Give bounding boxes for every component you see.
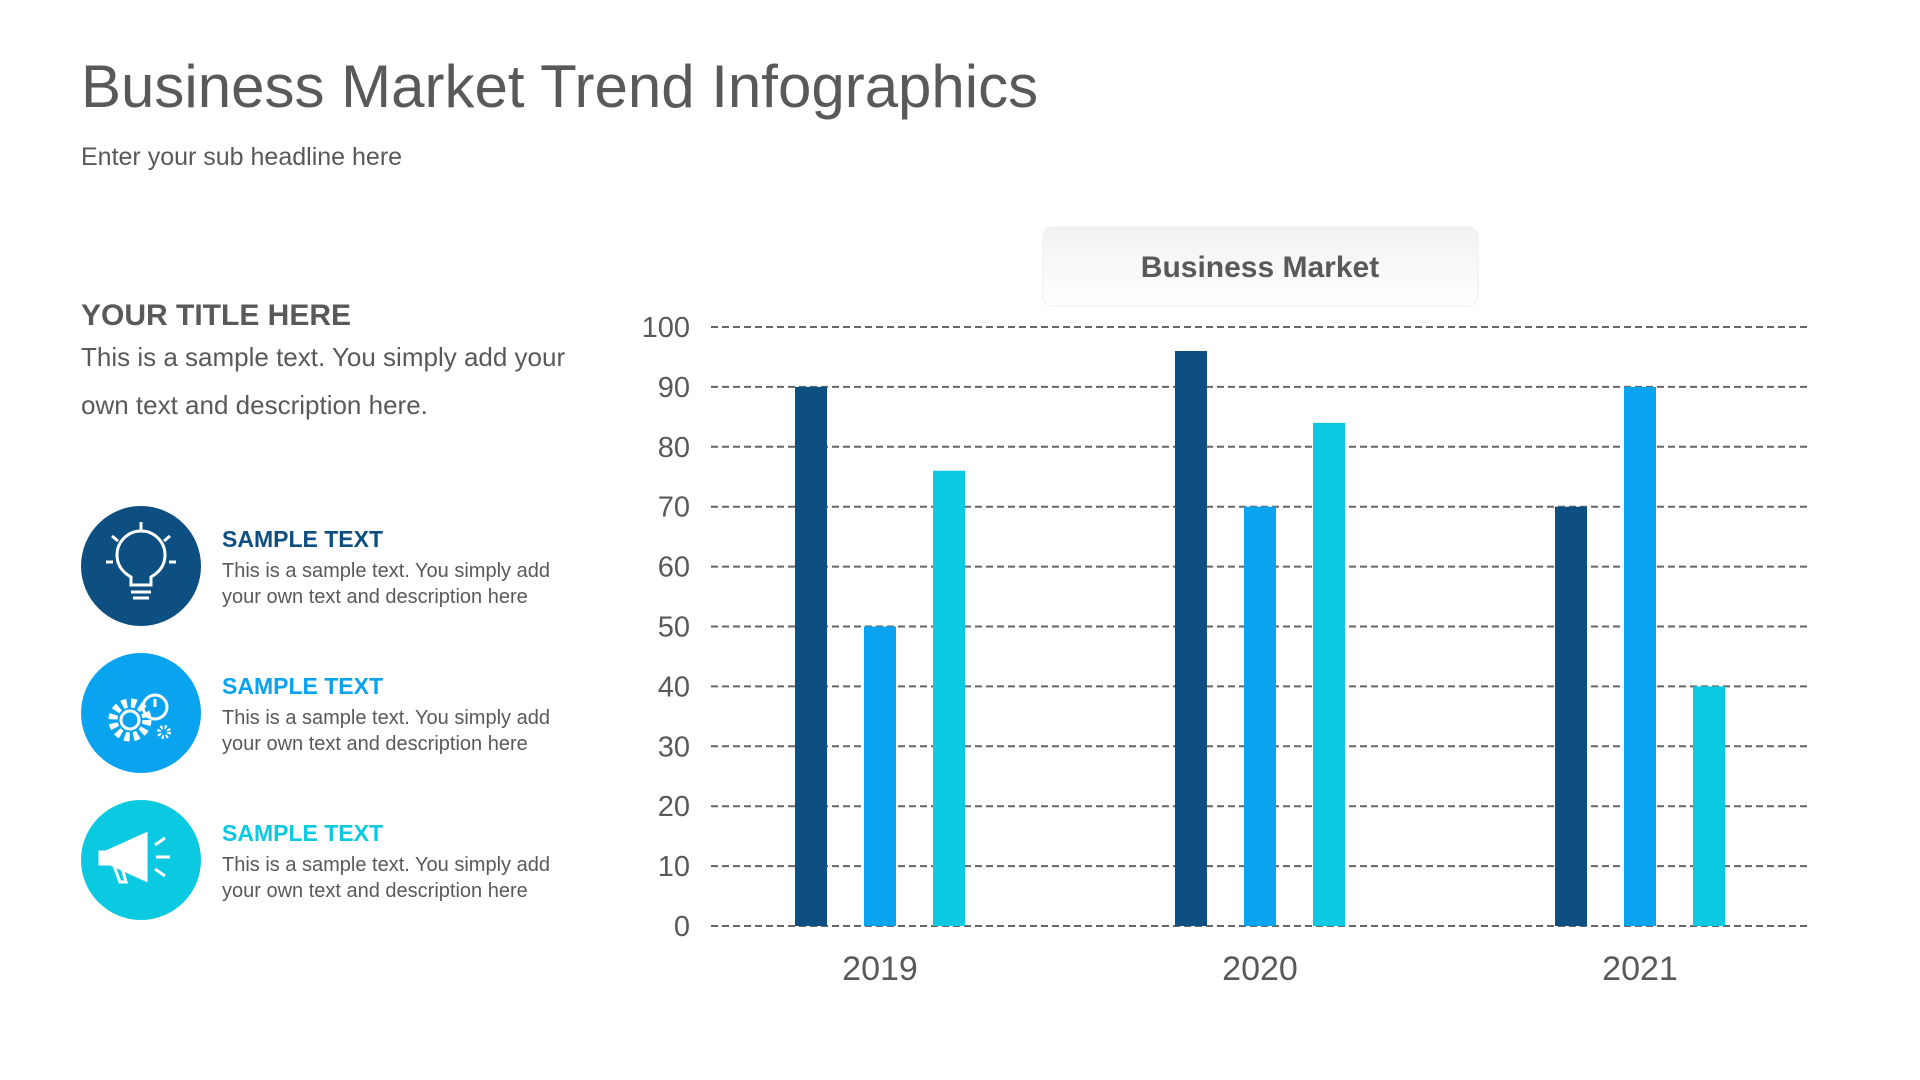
y-tick-label: 60 bbox=[658, 552, 690, 584]
bar bbox=[795, 386, 827, 926]
bar bbox=[933, 470, 965, 926]
bar bbox=[1313, 422, 1345, 926]
x-tick-label: 2019 bbox=[842, 950, 918, 988]
megaphone-icon bbox=[98, 831, 170, 884]
bar bbox=[1175, 350, 1207, 927]
item-text: This is a sample text. You simply add bbox=[222, 854, 550, 876]
item-text: your own text and description here bbox=[222, 586, 528, 608]
chart-title-box bbox=[1042, 226, 1479, 307]
item-title: SAMPLE TEXT bbox=[222, 820, 383, 846]
gears-icon bbox=[108, 693, 171, 742]
y-tick-label: 30 bbox=[658, 731, 690, 763]
y-tick-label: 10 bbox=[658, 851, 690, 883]
bar bbox=[1693, 686, 1725, 926]
chart-title: Business Market bbox=[1141, 251, 1379, 284]
y-tick-label: 100 bbox=[642, 312, 690, 344]
item-title: SAMPLE TEXT bbox=[222, 526, 383, 552]
y-tick-label: 50 bbox=[658, 612, 690, 644]
x-tick-label: 2021 bbox=[1602, 950, 1678, 988]
y-tick-label: 20 bbox=[658, 791, 690, 823]
item-text: your own text and description here bbox=[222, 880, 528, 902]
y-tick-label: 80 bbox=[658, 432, 690, 464]
y-tick-label: 0 bbox=[674, 911, 690, 943]
item-text: This is a sample text. You simply add bbox=[222, 707, 550, 729]
icon-circle bbox=[81, 506, 201, 626]
panel-title: YOUR TITLE HERE bbox=[81, 299, 351, 332]
bar bbox=[1624, 386, 1656, 926]
item-title: SAMPLE TEXT bbox=[222, 673, 383, 699]
y-tick-label: 70 bbox=[658, 492, 690, 524]
item-text: This is a sample text. You simply add bbox=[222, 560, 550, 582]
panel-text: own text and description here. bbox=[81, 390, 428, 420]
bar bbox=[1244, 506, 1276, 926]
bulb-icon bbox=[106, 522, 176, 600]
item-text: your own text and description here bbox=[222, 733, 528, 755]
x-tick-label: 2020 bbox=[1222, 950, 1298, 988]
bar bbox=[1555, 506, 1587, 926]
bar bbox=[864, 626, 896, 926]
page-subtitle: Enter your sub headline here bbox=[81, 143, 402, 171]
y-tick-label: 40 bbox=[658, 671, 690, 703]
y-tick-label: 90 bbox=[658, 372, 690, 404]
icon-circle bbox=[81, 653, 201, 773]
panel-text: This is a sample text. You simply add yo… bbox=[81, 342, 565, 372]
page-title: Business Market Trend Infographics bbox=[81, 53, 1038, 120]
